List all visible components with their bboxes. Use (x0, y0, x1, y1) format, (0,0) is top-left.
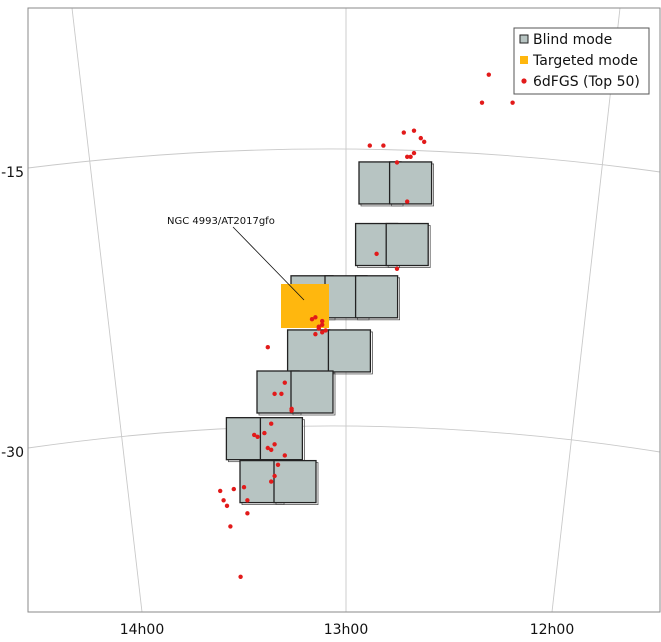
galaxy-point (394, 160, 400, 165)
galaxy-point (289, 408, 294, 413)
galaxy-point (245, 511, 250, 516)
grid-ra-14h (71, 7, 143, 613)
annotation-leader-line (232, 226, 305, 301)
galaxy-point (265, 445, 270, 451)
galaxy-point (221, 498, 226, 503)
galaxy-point (411, 150, 417, 156)
galaxy-point (408, 154, 413, 159)
galaxy-point (269, 421, 274, 426)
galaxy-point (238, 574, 243, 579)
galaxy-point (272, 442, 277, 447)
galaxy-point (479, 100, 485, 105)
blind-tile (286, 329, 331, 373)
galaxy-point (262, 430, 267, 436)
blind-tile (290, 370, 334, 414)
axis-ticks: 14h00 13h00 12h00 -15 -30 (1, 165, 574, 638)
galaxy-point (241, 485, 247, 490)
legend: Blind mode Targeted mode 6dFGS (Top 50) (513, 27, 650, 95)
galaxy-point (418, 135, 423, 141)
galaxy-point (282, 380, 287, 385)
galaxy-point (320, 318, 325, 324)
galaxy-point (309, 317, 315, 322)
galaxy-point (320, 322, 325, 327)
galaxy-point (231, 486, 236, 492)
blind-tile (354, 275, 399, 319)
blind-mode-tiles (225, 161, 435, 506)
galaxy-point (320, 330, 325, 335)
galaxy-point (265, 345, 270, 350)
annotation-label: NGC 4993/AT2017gfo (167, 216, 275, 227)
galaxy-point (218, 488, 223, 494)
legend-swatch-blind (519, 34, 529, 44)
galaxy-point (405, 199, 410, 204)
galaxy-point (323, 328, 328, 333)
blind-tile (327, 329, 372, 373)
galaxy-point (401, 130, 406, 135)
annotation-group: NGC 4993/AT2017gfo (167, 216, 305, 301)
legend-swatch-targeted (520, 56, 528, 64)
galaxy-point (405, 154, 410, 159)
galaxy-point (374, 251, 379, 257)
galaxy-point (381, 143, 386, 148)
grid-ra-12h (551, 7, 621, 613)
x-tick-14h00: 14h00 (120, 622, 165, 638)
galaxy-point (252, 432, 257, 438)
y-tick-minus30: -30 (1, 445, 24, 461)
galaxy-point (275, 462, 281, 467)
galaxy-point (422, 139, 427, 145)
galaxy-point (394, 266, 400, 271)
galaxy-point (316, 326, 321, 331)
galaxy-point (245, 498, 250, 503)
galaxy-point (367, 143, 372, 148)
grid-dec-30 (27, 425, 661, 453)
galaxy-point (411, 128, 417, 133)
galaxy-point (486, 72, 491, 77)
galaxy-point (282, 453, 287, 458)
blind-tile (273, 459, 317, 504)
legend-label-blind: Blind mode (533, 32, 612, 48)
blind-tile (259, 417, 304, 461)
galaxy-point (255, 434, 260, 439)
galaxy-point (228, 524, 233, 529)
galaxy-point (313, 315, 318, 320)
x-tick-12h00: 12h00 (530, 622, 575, 638)
plot-frame (27, 7, 661, 613)
legend-label-targeted: Targeted mode (532, 53, 638, 69)
galaxy-point (269, 479, 274, 484)
blind-tile (388, 161, 433, 205)
galaxy-point (269, 447, 274, 453)
galaxy-point (510, 100, 515, 105)
grid-dec-15 (27, 148, 661, 173)
blind-tile (385, 222, 429, 267)
galaxy-point (313, 331, 318, 337)
galaxy-point (279, 391, 284, 397)
x-tick-13h00: 13h00 (324, 622, 369, 638)
galaxy-points (218, 72, 515, 579)
galaxy-point (272, 391, 277, 397)
galaxy-point (272, 473, 277, 479)
legend-label-6dfgs: 6dFGS (Top 50) (533, 74, 640, 90)
galaxy-point (224, 503, 230, 509)
grid (27, 7, 661, 613)
legend-swatch-6dfgs (521, 78, 527, 84)
y-tick-minus15: -15 (1, 165, 24, 181)
legend-box (513, 27, 650, 95)
